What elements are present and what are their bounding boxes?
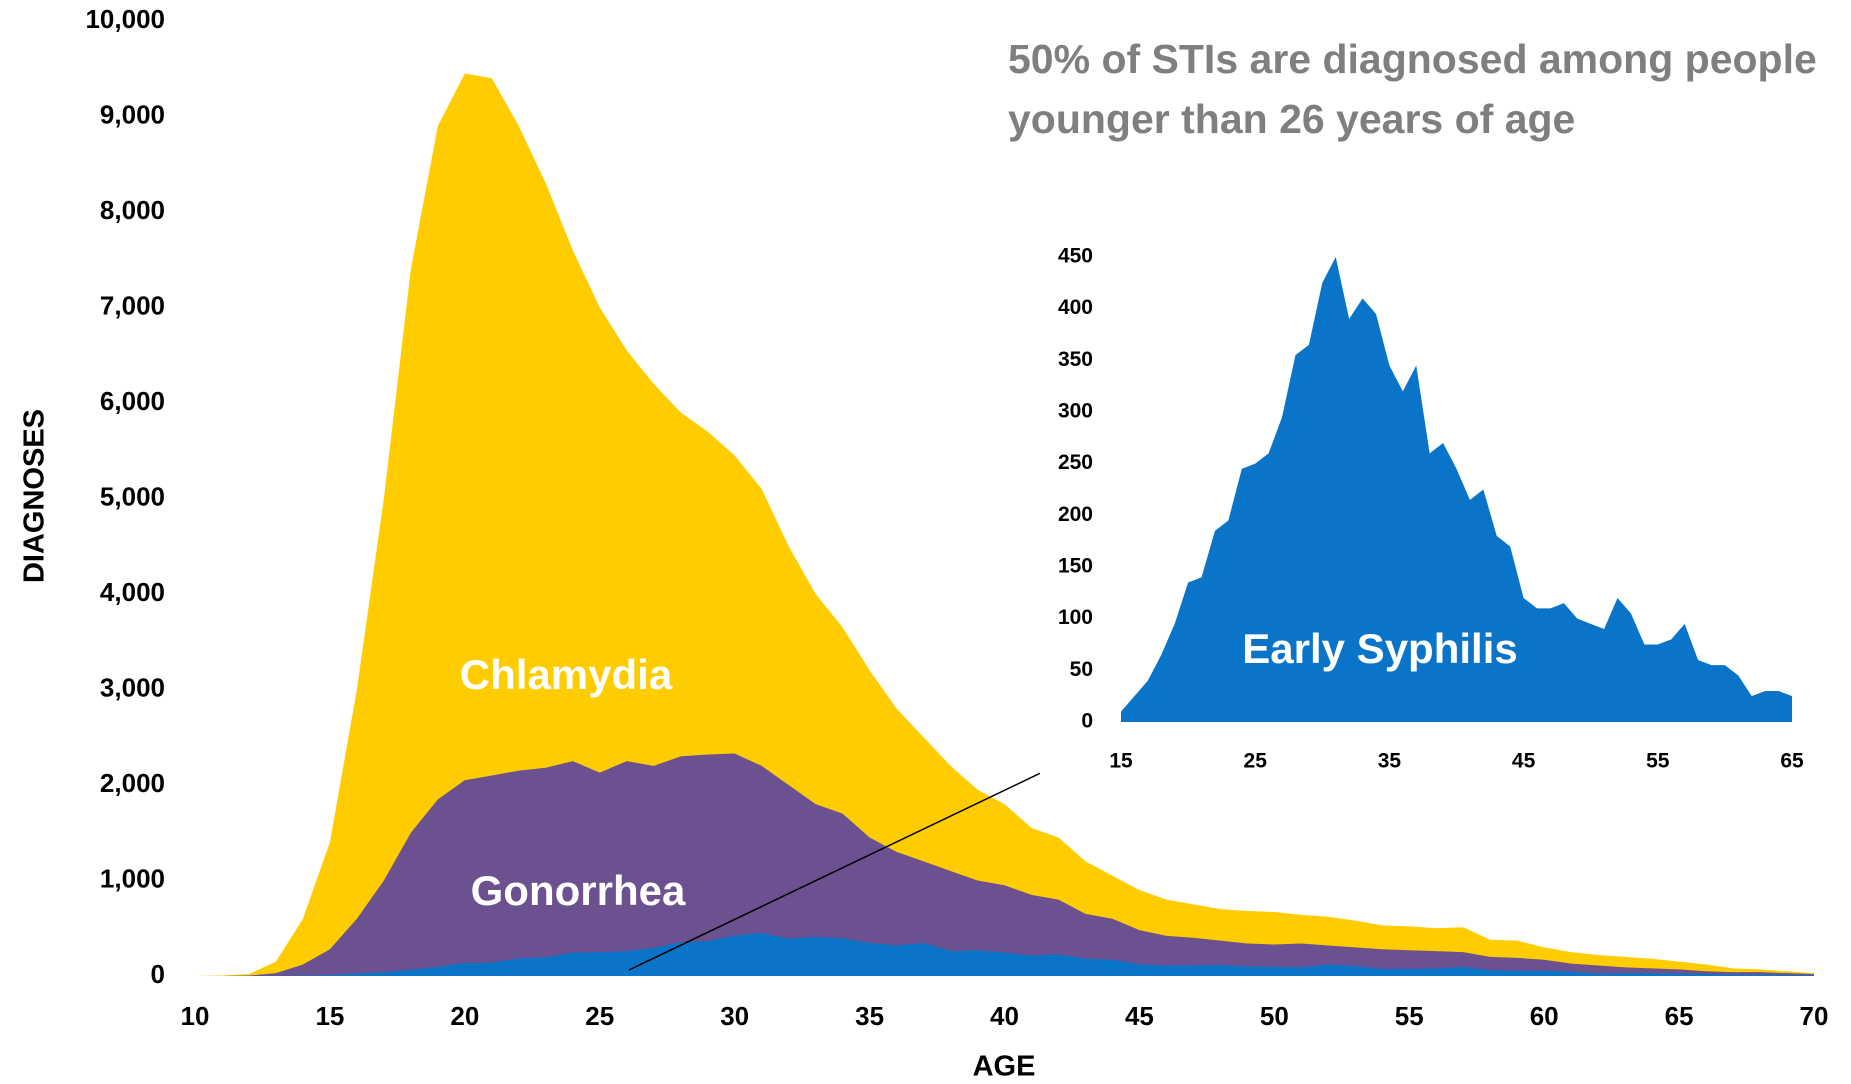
y-tick-label: 1,000 bbox=[100, 863, 165, 893]
leader-line bbox=[628, 745, 1098, 971]
inset-x-tick-label: 55 bbox=[1646, 750, 1670, 773]
x-axis-label: AGE bbox=[973, 1051, 1036, 1083]
x-tick-label: 20 bbox=[450, 1001, 479, 1031]
inset-x-tick-label: 25 bbox=[1244, 750, 1268, 773]
y-tick-label: 4,000 bbox=[100, 577, 165, 607]
x-tick-label: 50 bbox=[1260, 1001, 1289, 1031]
y-tick-label: 0 bbox=[151, 959, 165, 989]
x-tick-label: 55 bbox=[1395, 1001, 1424, 1031]
x-tick-label: 65 bbox=[1665, 1001, 1694, 1031]
y-tick-label: 10,000 bbox=[85, 4, 165, 34]
annotation: 50% of STIs are diagnosed among people bbox=[1008, 36, 1817, 82]
x-tick-label: 30 bbox=[720, 1001, 749, 1031]
y-tick-label: 8,000 bbox=[100, 195, 165, 225]
x-tick-label: 10 bbox=[181, 1001, 210, 1031]
x-tick-label: 60 bbox=[1530, 1001, 1559, 1031]
area bbox=[195, 933, 1814, 976]
inset-y-tick-label: 50 bbox=[1070, 658, 1093, 681]
y-tick-label: 7,000 bbox=[100, 290, 165, 320]
inset-x-tick-label: 35 bbox=[1378, 750, 1402, 773]
y-tick-label: 6,000 bbox=[100, 386, 165, 416]
area bbox=[195, 73, 1814, 976]
inset-y-tick-label: 450 bbox=[1058, 245, 1093, 268]
inset-y-tick-label: 400 bbox=[1058, 296, 1093, 319]
y-tick-label: 2,000 bbox=[100, 768, 165, 798]
x-tick-label: 35 bbox=[855, 1001, 884, 1031]
x-tick-label: 70 bbox=[1800, 1001, 1829, 1031]
series-label: Early Syphilis bbox=[1242, 625, 1517, 672]
annotation: younger than 26 years of age bbox=[1008, 96, 1575, 142]
y-tick-label: 9,000 bbox=[100, 99, 165, 129]
inset-y-tick-label: 0 bbox=[1081, 710, 1093, 733]
y-tick-label: 5,000 bbox=[100, 481, 165, 511]
areas bbox=[195, 73, 1814, 976]
inset-y-tick-label: 300 bbox=[1058, 400, 1093, 423]
inset-x-tick-label: 15 bbox=[1109, 750, 1133, 773]
x-tick-label: 25 bbox=[585, 1001, 614, 1031]
area bbox=[195, 753, 1814, 976]
inset-y-tick-label: 200 bbox=[1058, 503, 1093, 526]
inset-y-tick-label: 150 bbox=[1058, 555, 1093, 578]
x-tick-label: 45 bbox=[1125, 1001, 1154, 1031]
inset-y-tick-label: 250 bbox=[1058, 451, 1093, 474]
series-label: Chlamydia bbox=[460, 651, 673, 698]
y-tick-label: 3,000 bbox=[100, 672, 165, 702]
inset-y-tick-label: 350 bbox=[1058, 348, 1093, 371]
x-tick-label: 15 bbox=[315, 1001, 344, 1031]
inset: 0 50 100 150 200 250 300 350 400 450 15 25 35 45 55 65 bbox=[1040, 235, 1820, 780]
inset-x-tick-label: 65 bbox=[1780, 750, 1804, 773]
x-tick-label: 40 bbox=[990, 1001, 1019, 1031]
area bbox=[1121, 257, 1792, 722]
inset-y-tick-label: 100 bbox=[1058, 606, 1093, 629]
y-axis-label: DIAGNOSES bbox=[19, 409, 51, 583]
series-label: Gonorrhea bbox=[471, 867, 686, 914]
inset-x-tick-label: 45 bbox=[1512, 750, 1536, 773]
